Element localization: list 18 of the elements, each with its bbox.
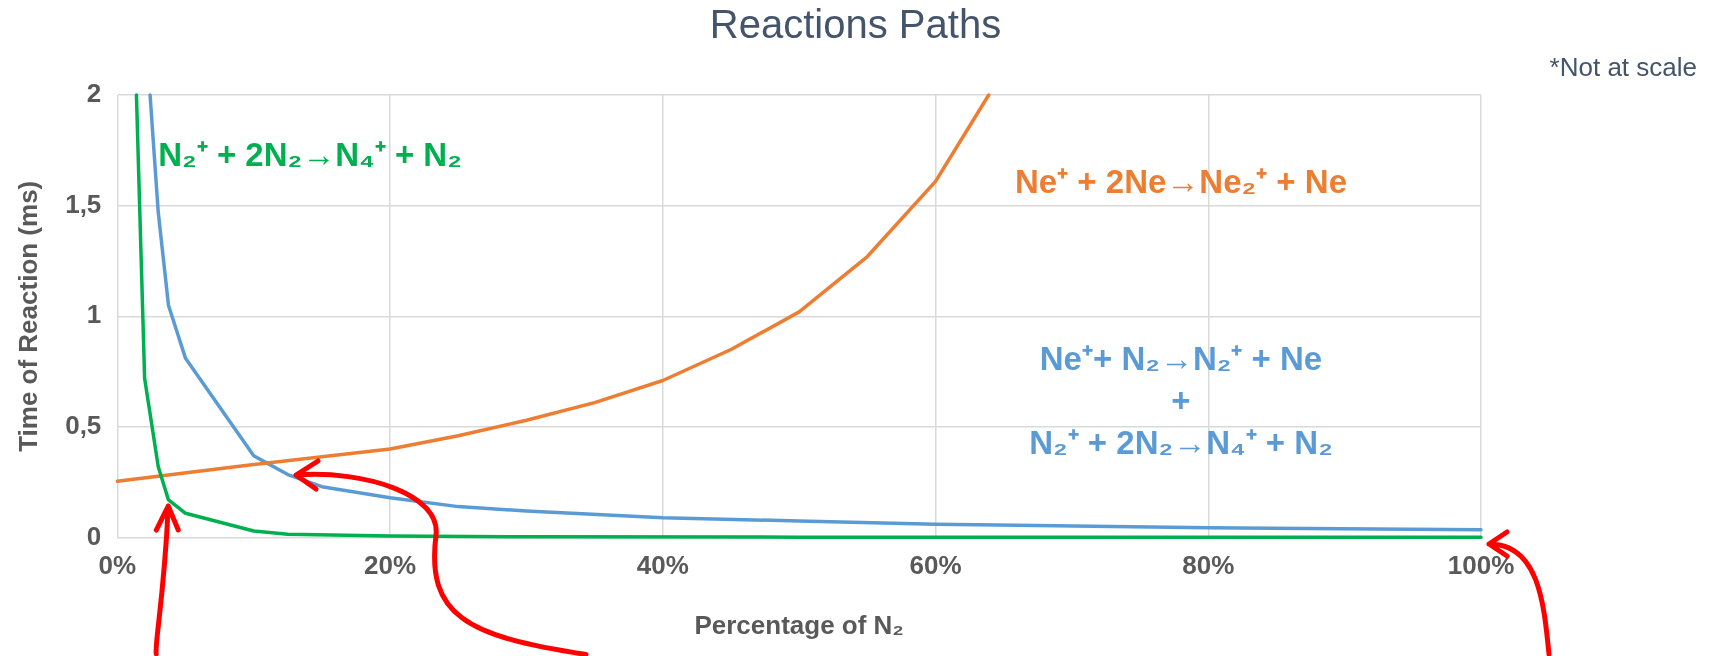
y-tick-label: 0 [86, 520, 102, 551]
series-label: N₂⁺ + 2N₂→N₄⁺ + N₂ [158, 136, 462, 174]
text: *Not at scale [1549, 52, 1697, 83]
x-tick-label: 20% [364, 550, 417, 581]
y-tick-label: 0,5 [65, 410, 102, 441]
y-tick-label: 1,5 [65, 188, 102, 219]
x-tick-label: 100% [1447, 550, 1515, 581]
x-tick-label: 0% [98, 550, 137, 581]
x-axis-title: Percentage of N₂ [694, 609, 904, 640]
chart-title: Reactions Paths [708, 2, 1003, 47]
x-tick-label: 60% [909, 550, 962, 581]
y-tick-label: 2 [86, 78, 102, 109]
y-axis-title: Time of Reaction (ms) [12, 180, 43, 452]
x-tick-label: 40% [636, 550, 689, 581]
series-label: Ne⁺+ N₂→N₂⁺ + Ne + N₂⁺ + 2N₂→N₄⁺ + N₂ [1029, 339, 1333, 461]
x-tick-label: 80% [1182, 550, 1235, 581]
series-label: Ne⁺ + 2Ne→Ne₂⁺ + Ne [1015, 162, 1347, 200]
y-tick-label: 1 [86, 299, 102, 330]
